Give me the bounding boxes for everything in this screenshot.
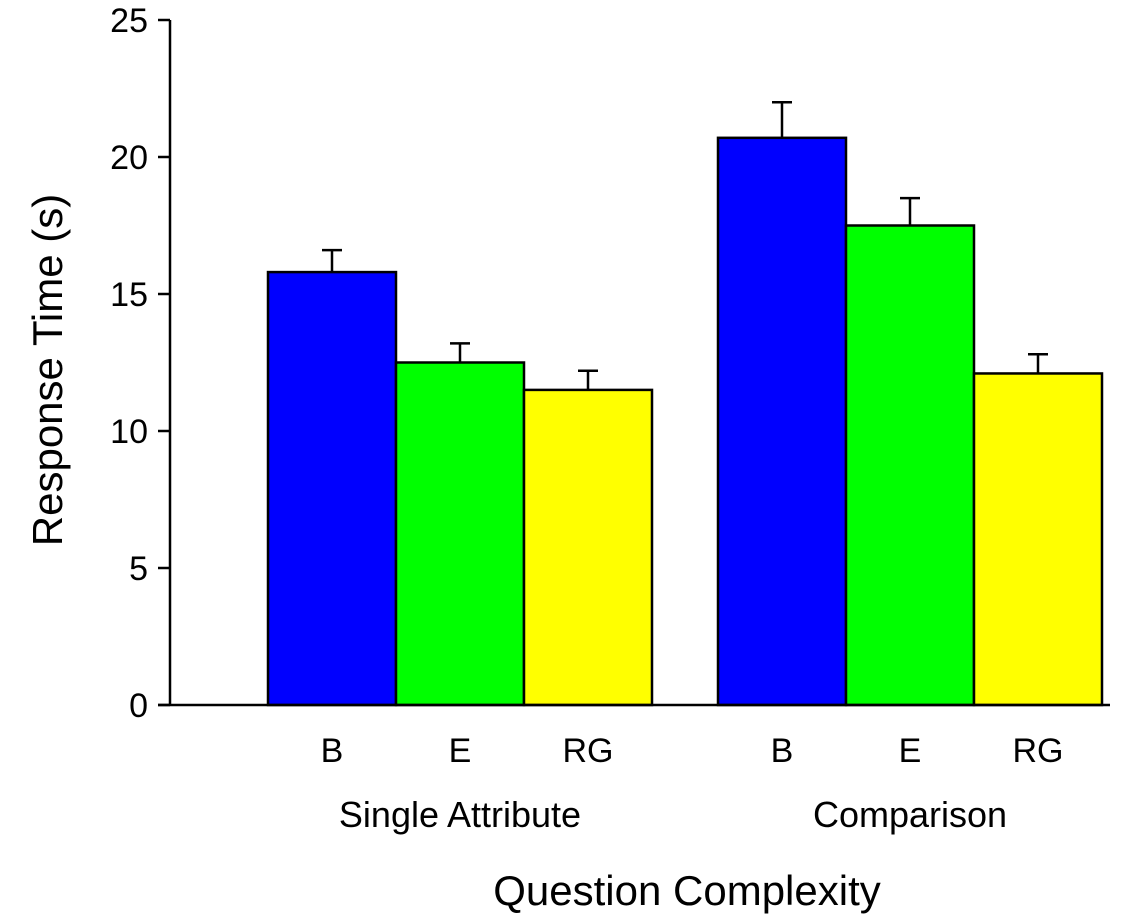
category-label-single-attribute-rg: RG <box>563 732 614 770</box>
bar-comparison-rg <box>972 372 1104 707</box>
y-tick-label-0: 0 <box>129 687 148 725</box>
category-label-comparison-e: E <box>899 732 922 770</box>
y-tick-label-25: 25 <box>110 2 148 40</box>
bar-comparison-e <box>844 224 976 707</box>
bar-single-attribute-rg <box>522 388 654 707</box>
group-label-single-attribute: Single Attribute <box>339 794 581 835</box>
category-label-single-attribute-e: E <box>449 732 472 770</box>
y-tick-label-10: 10 <box>110 413 148 451</box>
bar-single-attribute-e <box>394 361 526 707</box>
group-label-comparison: Comparison <box>813 794 1007 835</box>
bar-comparison-b <box>716 136 848 707</box>
category-label-comparison-rg: RG <box>1013 732 1064 770</box>
axes-layer <box>158 18 1110 707</box>
bar-single-attribute-b <box>266 270 398 707</box>
y-axis-title: Response Time (s) <box>24 194 71 546</box>
category-label-comparison-b: B <box>771 732 794 770</box>
y-tick-label-20: 20 <box>110 139 148 177</box>
y-tick-label-5: 5 <box>129 550 148 588</box>
bars-layer <box>266 100 1104 707</box>
x-axis-title: Question Complexity <box>493 867 881 914</box>
category-label-single-attribute-b: B <box>321 732 344 770</box>
y-tick-label-15: 15 <box>110 276 148 314</box>
